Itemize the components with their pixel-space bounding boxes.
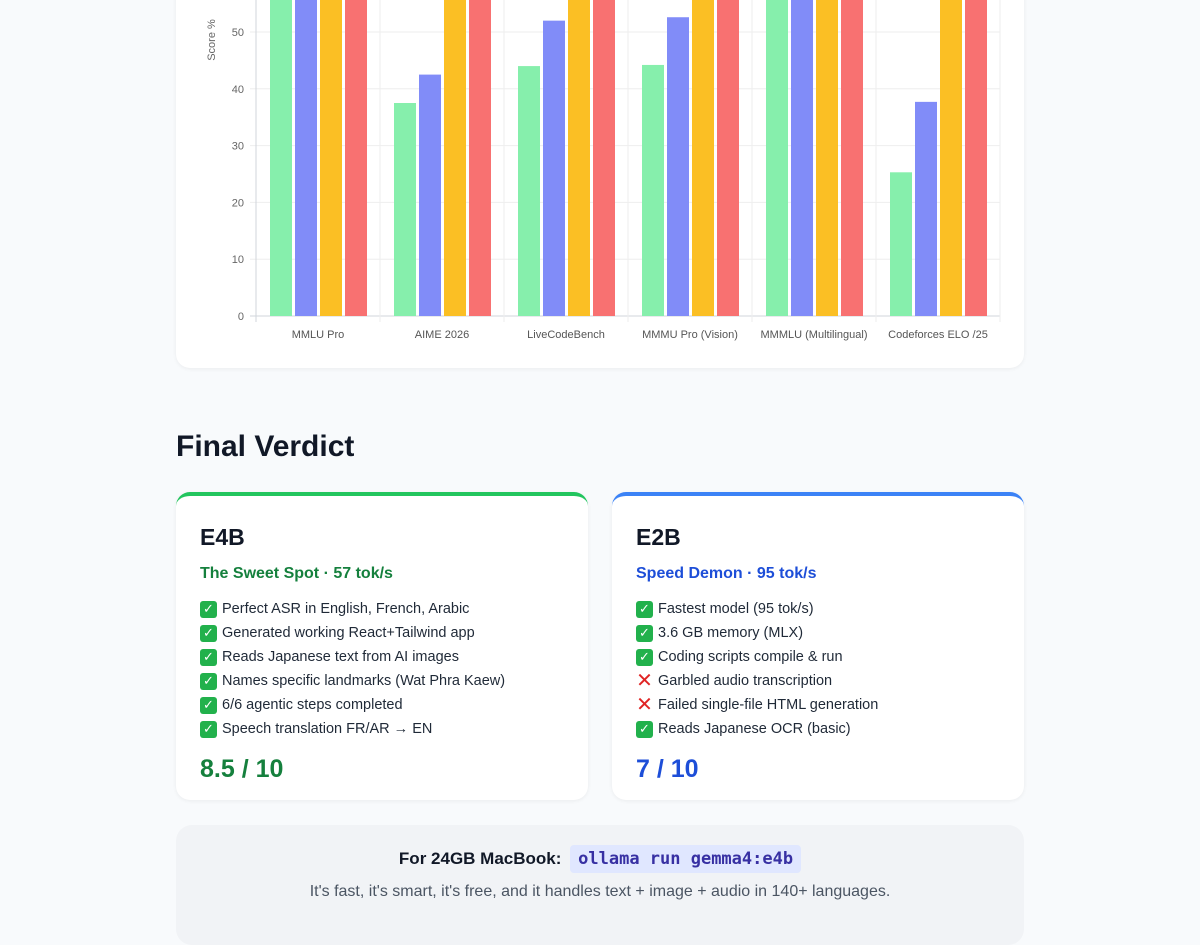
bar — [717, 0, 739, 316]
card-score: 8.5 / 10 — [200, 755, 284, 783]
feature-text: 3.6 GB memory (MLX) — [658, 625, 804, 641]
feature-item: ✓ 3.6 GB memory (MLX) — [636, 621, 1000, 645]
feature-item: ✓ Speech translation FR/AR → EN — [200, 717, 564, 741]
bar — [568, 0, 590, 317]
y-tick-label: 10 — [232, 254, 244, 266]
y-tick-label: 0 — [238, 311, 244, 323]
check-icon: ✓ — [636, 720, 653, 738]
bar — [642, 64, 664, 316]
feature-item: ✓ Fastest model (95 tok/s) — [636, 597, 1000, 621]
card-score: 7 / 10 — [636, 755, 699, 783]
bar — [444, 0, 466, 316]
bar — [940, 0, 962, 317]
feature-item: ✕ Garbled audio transcription — [636, 669, 1000, 693]
cross-icon: ✕ — [636, 670, 653, 692]
verdict-card-e2b: E2B Speed Demon · 95 tok/s ✓ Fastest mode… — [612, 492, 1024, 800]
bar — [965, 0, 987, 316]
feature-item: ✓ Reads Japanese OCR (basic) — [636, 717, 1000, 741]
check-icon: ✓ — [636, 648, 653, 666]
check-icon: ✓ — [636, 600, 653, 618]
card-title: E2B — [636, 524, 681, 550]
feature-item: ✓ Names specific landmarks (Wat Phra Kaew… — [200, 669, 564, 693]
final-verdict-heading: Final Verdict — [176, 430, 355, 463]
feature-item: ✓ Coding scripts compile & run — [636, 645, 1000, 669]
recommendation-subtext: It's fast, it's smart, it's free, and it… — [309, 883, 891, 900]
bar — [692, 0, 714, 316]
x-tick-label: LiveCodeBench — [527, 329, 605, 341]
recommendation-label: For 24GB MacBook: — [398, 849, 562, 868]
feature-text: Perfect ASR in English, French, Arabic — [222, 601, 470, 617]
feature-text: Speech translation FR/AR → EN — [222, 721, 433, 737]
bar — [270, 0, 292, 316]
bar — [295, 0, 317, 317]
card-subtitle: The Sweet Spot · 57 tok/s — [200, 565, 393, 582]
feature-text: Generated working React+Tailwind app — [222, 625, 475, 641]
check-icon: ✓ — [200, 720, 217, 738]
bar — [890, 172, 912, 316]
x-tick-label: MMMU Pro (Vision) — [642, 329, 738, 341]
y-tick-label: 40 — [232, 84, 244, 96]
feature-text: Coding scripts compile & run — [658, 649, 843, 665]
y-tick-label: 30 — [232, 141, 244, 153]
verdict-card-e4b: E4B The Sweet Spot · 57 tok/s ✓ Perfect A… — [176, 492, 588, 800]
feature-text: Failed single-file HTML generation — [658, 697, 879, 713]
feature-text: 6/6 agentic steps completed — [222, 697, 403, 713]
feature-item: ✓ 6/6 agentic steps completed — [200, 693, 564, 717]
feature-text: Names specific landmarks (Wat Phra Kaew) — [222, 673, 506, 689]
command-snippet[interactable]: ollama run gemma4:e4b — [570, 845, 802, 873]
bar — [518, 66, 540, 316]
check-icon: ✓ — [200, 624, 217, 642]
check-icon: ✓ — [200, 648, 217, 666]
x-tick-label: Codeforces ELO /25 — [888, 329, 988, 341]
card-subtitle: Speed Demon · 95 tok/s — [636, 565, 817, 582]
check-icon: ✓ — [636, 624, 653, 642]
feature-list: ✓ Perfect ASR in English, French, Arabic ✓… — [200, 597, 564, 741]
bar — [841, 0, 863, 316]
y-axis-label: Score % — [206, 19, 218, 61]
feature-item: ✓ Reads Japanese text from AI images — [200, 645, 564, 669]
feature-text: Fastest model (95 tok/s) — [658, 601, 814, 617]
feature-list: ✓ Fastest model (95 tok/s) ✓ 3.6 GB memory … — [636, 597, 1000, 741]
check-icon: ✓ — [200, 696, 217, 714]
feature-item: ✓ Generated working React+Tailwind app — [200, 621, 564, 645]
y-tick-label: 50 — [232, 27, 244, 39]
feature-item: ✕ Failed single-file HTML generation — [636, 693, 1000, 717]
bar — [543, 20, 565, 316]
feature-text: Garbled audio transcription — [658, 673, 833, 689]
bar — [419, 74, 441, 316]
bar — [816, 0, 838, 317]
feature-item: ✓ Perfect ASR in English, French, Arabic — [200, 597, 564, 621]
card-title: E4B — [200, 524, 245, 550]
recommendation-panel: For 24GB MacBook: ollama run gemma4:e4b … — [176, 825, 1024, 945]
y-tick-label: 20 — [232, 197, 244, 209]
bar — [394, 103, 416, 316]
bar — [469, 0, 491, 316]
benchmark-bar-chart: 0 10 20 30 40 50 Score % MMLU Pro AIME 2026 LiveC… — [206, 0, 1001, 341]
feature-text: Reads Japanese text from AI images — [222, 649, 459, 665]
bar — [915, 101, 937, 316]
bar — [345, 0, 367, 316]
check-icon: ✓ — [200, 600, 217, 618]
bar — [320, 0, 342, 316]
x-tick-label: MMMLU (Multilingual) — [761, 329, 868, 341]
check-icon: ✓ — [200, 672, 217, 690]
x-tick-label: MMLU Pro — [292, 329, 345, 341]
bar — [667, 17, 689, 317]
feature-text: Reads Japanese OCR (basic) — [658, 721, 851, 737]
bar — [791, 0, 813, 317]
bar — [593, 0, 615, 316]
benchmark-chart-card: 0 10 20 30 40 50 Score % MMLU Pro AIME 2026 LiveC… — [176, 0, 1024, 368]
x-tick-label: AIME 2026 — [415, 329, 469, 341]
bar — [766, 0, 788, 316]
cross-icon: ✕ — [636, 694, 653, 716]
